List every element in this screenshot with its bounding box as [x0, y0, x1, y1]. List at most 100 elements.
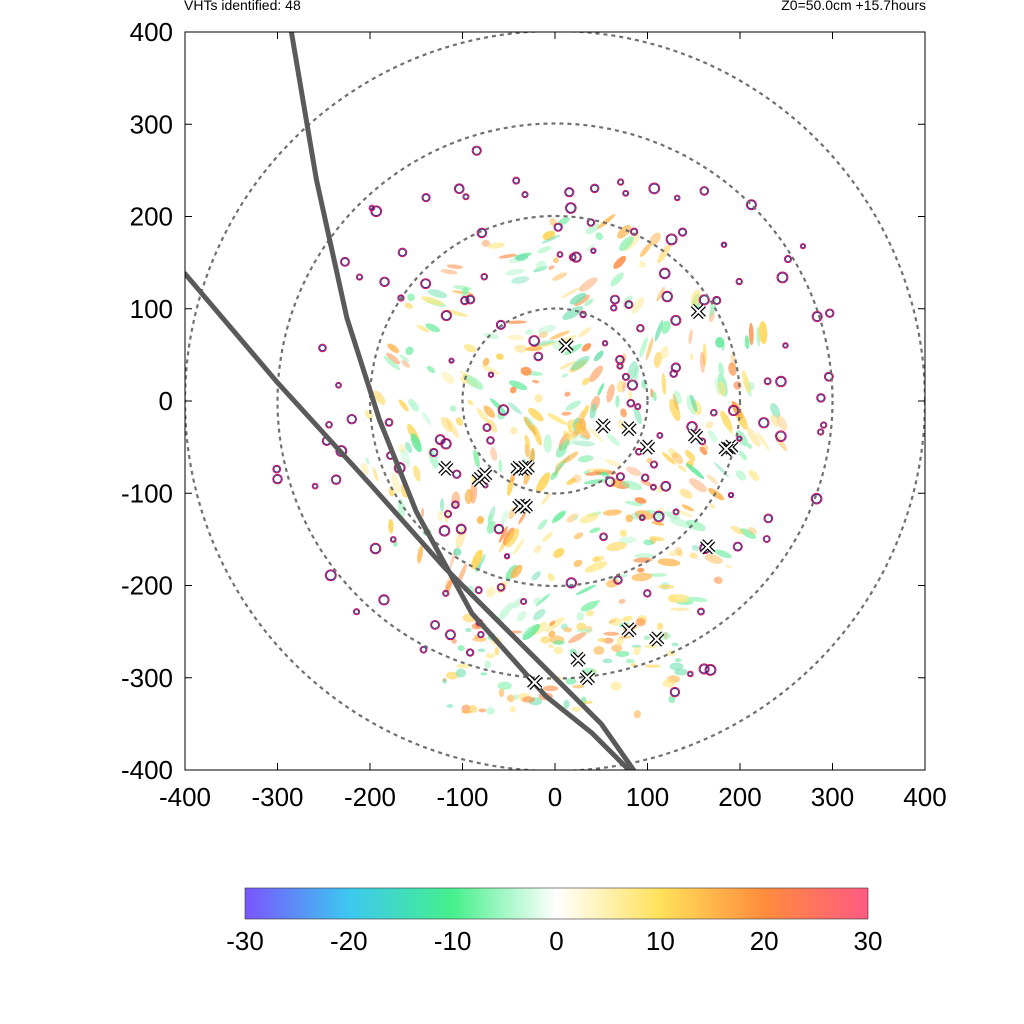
contour-ring: [699, 186, 710, 196]
field-blob: [533, 545, 542, 554]
field-blob: [561, 427, 572, 449]
field-blob: [671, 642, 679, 647]
field-blob: [538, 331, 548, 339]
field-blob: [756, 432, 770, 451]
contour-ring: [354, 609, 359, 615]
y-tick-label: 400: [130, 17, 173, 47]
contour-ring: [821, 422, 827, 428]
field-blob: [487, 242, 506, 249]
field-blob: [489, 398, 506, 414]
field-blob: [627, 361, 638, 381]
field-blob: [568, 631, 587, 644]
contour-ring: [566, 203, 576, 213]
field-blob: [672, 393, 679, 411]
contour-ring: [736, 279, 742, 285]
vht-marker: [700, 539, 716, 555]
field-blob: [506, 694, 515, 703]
contour-ring: [737, 436, 742, 441]
contour-ring: [729, 492, 734, 498]
field-blob: [525, 346, 543, 352]
field-blob: [625, 514, 634, 523]
field-blob: [610, 681, 622, 691]
contour-ring: [326, 422, 332, 428]
contour-ring: [627, 380, 637, 390]
vht-marker: [621, 421, 637, 437]
field-blob: [588, 426, 604, 443]
field-blob: [455, 417, 464, 426]
field-blob: [687, 596, 708, 602]
contour-ring: [453, 183, 465, 195]
field-blob: [410, 433, 422, 453]
contour-ring: [745, 199, 757, 211]
field-blob: [562, 306, 584, 320]
contour-ring: [443, 590, 449, 596]
contour-ring: [643, 589, 652, 598]
contour-ring: [776, 376, 786, 387]
contour-ring: [340, 256, 350, 267]
field-blob: [691, 545, 700, 551]
contour-ring: [660, 268, 670, 279]
field-blob: [585, 244, 596, 252]
contour-ring: [554, 223, 562, 231]
field-blob: [639, 242, 652, 258]
contour-ring: [398, 248, 407, 257]
contour-ring: [486, 436, 495, 445]
contour-ring: [675, 195, 680, 201]
field-blob: [721, 340, 725, 351]
field-blob: [487, 419, 498, 433]
field-blob: [579, 277, 598, 292]
field-blob: [681, 504, 694, 512]
vht-marker: [519, 459, 535, 476]
field-blob: [456, 663, 471, 669]
contour-ring: [662, 291, 672, 302]
field-blob: [484, 660, 491, 669]
contour-ring: [711, 409, 717, 416]
contour-ring: [471, 145, 482, 156]
field-blob: [646, 457, 653, 464]
field-blob: [585, 610, 594, 617]
field-blob: [606, 541, 627, 552]
field-blob: [669, 517, 692, 529]
contour-ring: [623, 374, 629, 380]
contour-ring: [782, 342, 789, 349]
contour-ring: [775, 430, 787, 443]
field-blob: [477, 648, 486, 652]
field-blob: [507, 475, 514, 496]
field-blob: [770, 414, 780, 428]
field-blob: [606, 433, 621, 447]
field-blob: [708, 488, 725, 501]
field-blob: [714, 378, 722, 395]
field-blob: [550, 470, 559, 480]
field-blob: [654, 320, 664, 342]
contour-ring: [378, 594, 390, 606]
contour-ring: [764, 514, 773, 523]
field-blob: [490, 447, 498, 462]
field-blob: [523, 416, 537, 436]
contour-ring: [487, 371, 495, 378]
contour-ring: [704, 664, 717, 676]
field-blob: [400, 448, 411, 468]
contour-ring: [670, 688, 679, 697]
contour-ring: [735, 277, 743, 286]
field-blob: [581, 405, 590, 419]
contour-ring: [817, 394, 825, 402]
contour-ring: [777, 272, 788, 283]
field-blob: [461, 710, 473, 714]
field-blob: [437, 510, 444, 522]
field-blob: [463, 344, 477, 353]
colorbar-tick-label: -10: [434, 926, 472, 956]
contour-ring: [480, 272, 489, 281]
field-blob: [544, 617, 565, 633]
range-ring: [461, 307, 649, 495]
field-blob: [487, 505, 496, 526]
field-blob: [649, 232, 661, 246]
vht-marker: [558, 338, 574, 354]
contour-ring: [825, 308, 835, 318]
field-blob: [465, 627, 472, 633]
field-blob: [618, 598, 626, 604]
field-blob: [633, 406, 642, 425]
field-blob: [747, 443, 753, 449]
field-blob: [498, 459, 503, 473]
field-blob: [582, 377, 590, 386]
contour-ring: [522, 192, 528, 198]
